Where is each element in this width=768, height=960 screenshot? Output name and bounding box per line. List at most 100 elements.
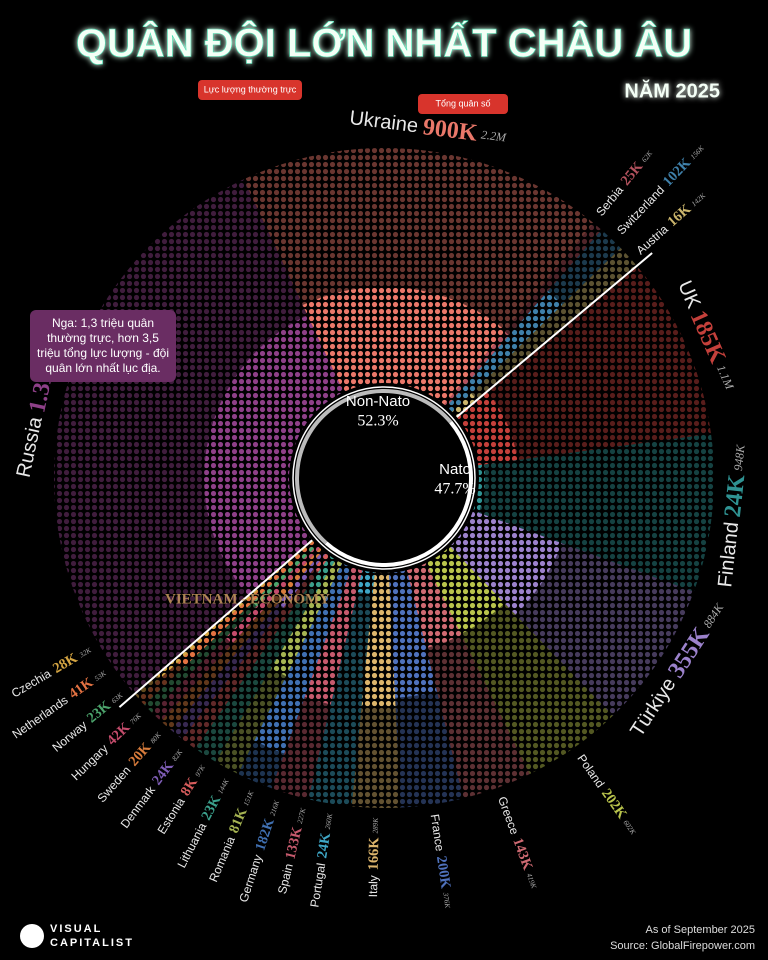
country-name: Italy (366, 875, 381, 897)
active-label: 200K (433, 855, 454, 891)
active-label: 28K (50, 650, 81, 677)
active-label: 24K (719, 473, 750, 519)
total-wedge (195, 555, 336, 762)
active-wedge (425, 546, 505, 634)
active-label: 182K (253, 816, 279, 853)
active-wedge (357, 570, 375, 595)
country-name: Portugal (308, 862, 329, 908)
country-name: Czechia (9, 666, 54, 700)
country-name: France (428, 813, 447, 852)
active-wedge (302, 286, 506, 405)
total-label: 419K (525, 872, 538, 891)
country-label: Italy 166K 289K (365, 816, 383, 897)
total-label: 376K (441, 891, 452, 910)
active-wedge (271, 559, 342, 677)
logo: CAPITALIST (50, 937, 134, 949)
active-label: 133K (283, 825, 307, 861)
country-label: France 200K376K (426, 813, 456, 910)
total-label: 142K (690, 191, 708, 208)
active-label: 25K (618, 158, 647, 189)
country-label: Finland24K 948K (712, 442, 754, 588)
group-label: Nato (439, 461, 471, 478)
total-label: 62K (640, 148, 655, 163)
total-label: 216K (268, 798, 281, 816)
active-wedge (449, 510, 562, 615)
annotation: Lực lượng thường trực (204, 84, 297, 94)
country-name: Hungary (69, 742, 111, 784)
active-label: 202K (598, 786, 630, 823)
annotation-box (418, 94, 508, 114)
active-label: 185K (685, 307, 731, 368)
total-label: 53K (93, 669, 108, 683)
active-wedge (446, 291, 563, 412)
group-ring (324, 420, 473, 567)
group-label: Non-Nato (346, 393, 410, 410)
total-label: 2.2M (480, 127, 508, 144)
country-name: Russia (13, 414, 47, 479)
active-wedge (388, 570, 437, 698)
active-wedge (444, 331, 510, 407)
chart-title: QUÂN ĐỘI LỚN NHẤT CHÂU ÂU (76, 20, 692, 66)
country-name: Germany (236, 853, 265, 904)
watermark: VIETNAM - ECONOMY (165, 591, 330, 607)
group-value: 52.3% (357, 413, 398, 430)
wedges (53, 148, 714, 808)
group-value: 47.7% (434, 481, 475, 498)
country-label: Greece143K419K (494, 794, 543, 891)
active-wedge (361, 572, 396, 708)
divider (456, 252, 653, 418)
footer-date: As of September 2025 (646, 924, 755, 936)
active-label: 23K (199, 792, 225, 823)
country-name: Sweden (95, 763, 134, 805)
total-label: 82K (170, 747, 184, 762)
active-wedge (252, 543, 318, 607)
total-label: 227K (296, 806, 308, 824)
total-wedge (473, 433, 714, 592)
active-wedge (456, 391, 518, 466)
active-label: 166K (366, 836, 383, 870)
total-wedge (452, 248, 637, 417)
active-wedge (406, 563, 462, 649)
active-wedge (304, 567, 363, 705)
active-wedge (278, 550, 326, 608)
total-label: 97K (193, 763, 207, 778)
total-wedge (456, 265, 712, 466)
total-label: 884K (700, 600, 726, 630)
annotation-box (198, 80, 302, 100)
active-label: 23K (84, 697, 115, 726)
active-wedge (204, 315, 344, 596)
total-wedge (181, 553, 330, 749)
active-label: 42K (104, 719, 134, 749)
annotation: Tổng quân số (435, 98, 490, 108)
divider (118, 539, 313, 708)
inner-circle (292, 386, 476, 570)
country-label: Poland202K602K (573, 751, 641, 839)
total-wedge (308, 570, 375, 807)
total-label: 156K (689, 143, 706, 161)
total-label: 80K (149, 730, 164, 745)
active-wedge (177, 541, 315, 669)
country-name: Denmark (118, 783, 159, 831)
country-label: Netherlands41K53K (9, 665, 110, 743)
total-label: 948K (731, 443, 748, 471)
total-label: 151K (242, 788, 256, 807)
country-name: Spain (275, 862, 296, 895)
active-label: 41K (66, 674, 97, 702)
total-label: 63K (110, 690, 125, 705)
country-name: Lithuania (175, 820, 210, 870)
active-label: 20K (126, 739, 155, 769)
note: Nga: 1,3 triệu quân thường trực, hơn 3,5… (30, 310, 176, 382)
active-wedge (225, 545, 320, 644)
active-label: 24K (315, 831, 335, 860)
total-wedge (160, 548, 323, 731)
active-wedge (254, 563, 352, 754)
country-name: Norway (50, 718, 90, 755)
active-label: 143K (509, 836, 536, 873)
active-label: 900K (421, 114, 479, 147)
active-wedge (452, 393, 478, 417)
active-wedge (473, 464, 485, 513)
active-label: 81K (226, 805, 251, 836)
total-label: 76K (128, 711, 143, 726)
total-label: 144K (216, 777, 231, 796)
